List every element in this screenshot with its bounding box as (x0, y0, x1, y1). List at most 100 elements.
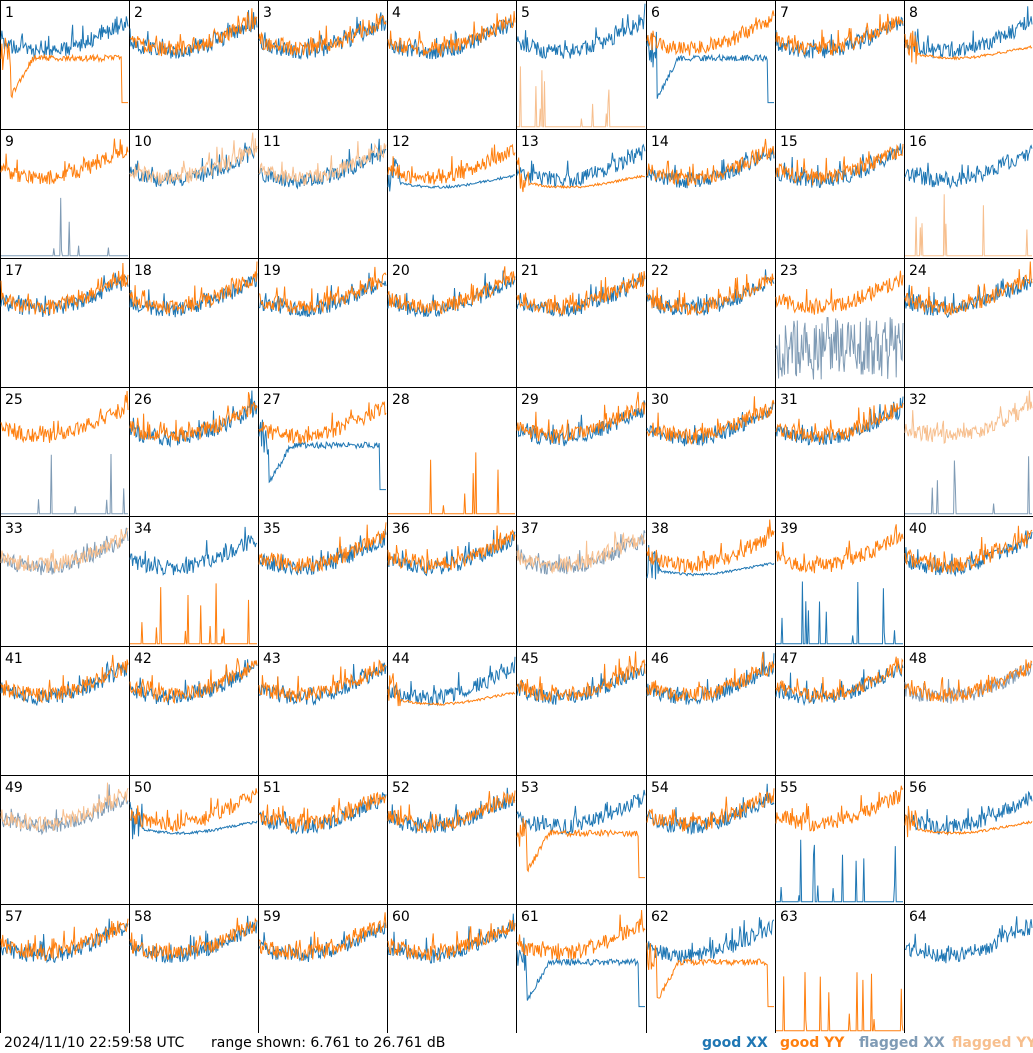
series-yy-good (516, 157, 646, 193)
series-xx-good (776, 839, 903, 903)
panel-label: 54 (651, 780, 669, 796)
series-yy-good (775, 402, 904, 444)
series-yy-good (516, 651, 646, 702)
panel-27: 27 (258, 387, 388, 517)
panel-45: 45 (516, 646, 647, 776)
panel-62: 62 (646, 904, 776, 1033)
panel-33: 33 (0, 516, 130, 647)
panel-frame (516, 516, 647, 647)
panel-54: 54 (646, 775, 776, 905)
series-yy-good (0, 918, 129, 962)
series-yy-good (646, 942, 774, 1008)
panel-frame (0, 0, 130, 130)
panel-57: 57 (0, 904, 130, 1033)
panel-label: 49 (5, 780, 23, 796)
series-xx-good (258, 922, 387, 963)
panel-43: 43 (258, 646, 388, 776)
series-yy-good (258, 522, 387, 573)
panel-30: 30 (646, 387, 776, 517)
timestamp: 2024/11/10 22:59:58 UTC (4, 1035, 185, 1051)
panel-label: 9 (5, 134, 14, 150)
series-yy-good (0, 654, 129, 704)
series-yy-flagged (517, 66, 645, 128)
panel-frame (387, 904, 517, 1033)
series-yy-good (258, 912, 387, 961)
panel-40: 40 (904, 516, 1033, 647)
panel-26: 26 (129, 387, 259, 517)
panel-frame (904, 129, 1033, 259)
series-xx-good (258, 138, 387, 190)
panel-label: 6 (651, 5, 660, 21)
panel-label: 2 (134, 5, 143, 21)
panel-frame (775, 775, 905, 905)
series-xx-flagged (1, 197, 128, 257)
series-yy-good (646, 652, 775, 702)
series-xx-good (516, 3, 646, 60)
legend-good-xx: good XX (702, 1035, 768, 1051)
series-yy-flagged (0, 782, 129, 832)
panel-39: 39 (775, 516, 905, 647)
series-yy-good (129, 788, 258, 832)
series-yy-good (775, 270, 904, 315)
series-xx-good (129, 10, 258, 60)
series-yy-flagged (258, 141, 387, 186)
series-xx-good (646, 31, 774, 104)
series-yy-flagged (905, 194, 1032, 257)
series-xx-good (646, 917, 775, 964)
panel-label: 56 (909, 780, 927, 796)
series-yy-good (129, 917, 258, 961)
panel-label: 19 (263, 263, 281, 279)
series-yy-good (775, 656, 904, 703)
panel-label: 24 (909, 263, 927, 279)
panel-label: 33 (5, 521, 23, 537)
series-yy-good (387, 266, 516, 315)
panel-frame (516, 904, 647, 1033)
panel-label: 17 (5, 263, 23, 279)
series-yy-good (516, 817, 645, 879)
series-yy-good (258, 401, 387, 444)
panel-label: 64 (909, 909, 927, 925)
panel-label: 43 (263, 651, 281, 667)
panel-53: 53 (516, 775, 647, 905)
panel-label: 38 (651, 521, 669, 537)
panel-frame (258, 646, 388, 776)
series-yy-good (388, 452, 515, 515)
series-xx-good (258, 792, 387, 835)
panel-44: 44 (387, 646, 517, 776)
panel-label: 46 (651, 651, 669, 667)
series-xx-good (129, 526, 258, 576)
series-yy-good (516, 391, 646, 444)
panel-36: 36 (387, 516, 517, 647)
series-yy-good (258, 791, 387, 833)
panel-label: 48 (909, 651, 927, 667)
panel-31: 31 (775, 387, 905, 517)
series-xx-good (387, 16, 516, 60)
panel-50: 50 (129, 775, 259, 905)
panel-label: 28 (392, 392, 410, 408)
panel-label: 34 (134, 521, 152, 537)
panel-frame (387, 387, 517, 517)
panel-frame (775, 646, 905, 776)
panel-21: 21 (516, 258, 647, 388)
panel-frame (129, 516, 259, 647)
series-xx-flagged (1, 453, 128, 515)
panel-frame (646, 258, 776, 388)
series-yy-good (775, 13, 904, 56)
panel-label: 35 (263, 521, 281, 537)
panel-46: 46 (646, 646, 776, 776)
panel-29: 29 (516, 387, 647, 517)
panel-38: 38 (646, 516, 776, 647)
series-yy-flagged (0, 527, 129, 573)
panel-frame (904, 387, 1033, 517)
series-yy-good (775, 143, 904, 186)
series-xx-good (387, 157, 516, 192)
series-yy-good (775, 785, 904, 832)
panel-label: 45 (521, 651, 539, 667)
legend-flagged-xx: flagged XX (859, 1035, 945, 1051)
panel-2: 2 (129, 0, 259, 130)
series-yy-good (646, 519, 775, 574)
panel-5: 5 (516, 0, 647, 130)
panel-label: 10 (134, 134, 152, 150)
panel-18: 18 (129, 258, 259, 388)
panel-label: 20 (392, 263, 410, 279)
